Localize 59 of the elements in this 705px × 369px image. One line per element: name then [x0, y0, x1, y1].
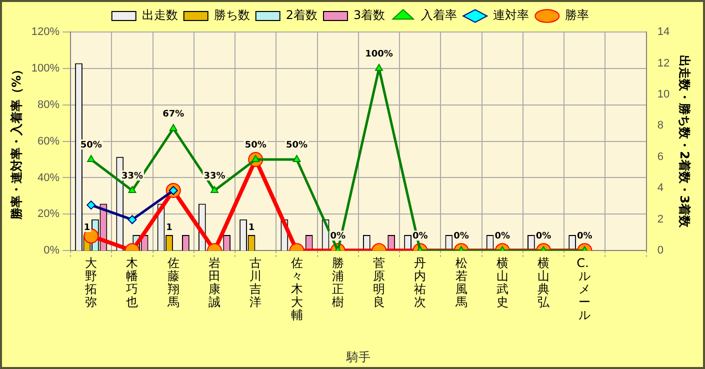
x-tick-label: 岩田康誠: [207, 256, 222, 309]
data-label: 50%: [80, 140, 102, 150]
x-tick-label: C. ルメール: [576, 256, 592, 322]
y2-tick-label: 6: [657, 150, 664, 163]
point: [128, 186, 136, 193]
y-tick-label: 20%: [38, 208, 60, 220]
x-tick-label: 横山武史: [495, 256, 510, 309]
data-label: 50%: [286, 140, 308, 150]
y-axis-title: 勝率・連対率・入着率（%）: [9, 63, 24, 220]
data-label: 0%: [454, 231, 469, 242]
x-tick-label: 丹内祐次: [413, 256, 428, 309]
data-label: 33%: [121, 171, 144, 182]
data-label: 1: [248, 222, 255, 233]
y-tick-label: 60%: [38, 135, 60, 148]
legend-label: 2着数: [286, 8, 318, 22]
x-tick-label: 菅原明良: [372, 256, 386, 309]
y2-tick-label: 8: [657, 120, 664, 132]
point: [87, 155, 96, 162]
x-tick-label: 佐藤翔馬: [166, 256, 180, 309]
data-label: 50%: [244, 140, 266, 150]
data-label: 1: [166, 222, 172, 233]
x-tick-label: 勝浦正樹: [330, 256, 345, 309]
y-tick-label: 100%: [31, 62, 60, 74]
x-tick-label: 横山典弘: [536, 256, 551, 309]
y2-tick-label: 2: [657, 213, 664, 226]
y2-tick-label: 14: [657, 26, 670, 38]
legend-label: 勝ち数: [214, 8, 250, 22]
legend-label: 出走数: [142, 8, 178, 22]
point: [210, 186, 218, 193]
y2-tick-label: 4: [657, 182, 664, 194]
data-label: 100%: [365, 49, 393, 60]
legend-label: 入着率: [421, 8, 458, 22]
data-label: 33%: [204, 171, 226, 182]
y-tick-label: 120%: [31, 26, 60, 38]
data-label: 0%: [536, 231, 552, 242]
point: [292, 155, 301, 162]
y2-tick-label: 12: [657, 57, 670, 70]
y2-axis-title: 出走数・勝ち数・2着数・3着数: [678, 54, 692, 229]
x-tick-label: 佐々木大輔: [290, 256, 304, 322]
data-label: 0%: [330, 231, 346, 242]
x-tick-label: 木幡巧也: [125, 256, 140, 309]
data-label: 0%: [494, 231, 510, 242]
point: [169, 124, 178, 132]
legend-label: 3着数: [354, 8, 386, 22]
data-label: 1: [84, 222, 90, 233]
y-tick-label: 0%: [44, 244, 60, 257]
x-tick-label: 大野拓弥: [84, 256, 98, 309]
data-label: 0%: [412, 231, 428, 242]
x-tick-label: 古川吉洋: [248, 256, 263, 309]
data-label: 67%: [162, 109, 184, 120]
y-tick-label: 40%: [38, 172, 60, 184]
x-tick-label: 松若風馬: [454, 256, 468, 309]
y2-tick-label: 10: [657, 88, 670, 100]
data-label: 0%: [577, 231, 592, 242]
legend-label: 勝率: [565, 8, 590, 22]
y-tick-label: 80%: [38, 98, 60, 111]
y2-tick-label: 0: [657, 244, 664, 257]
legend-label: 連対率: [493, 8, 530, 22]
x-axis-title: 騎手: [345, 350, 370, 364]
